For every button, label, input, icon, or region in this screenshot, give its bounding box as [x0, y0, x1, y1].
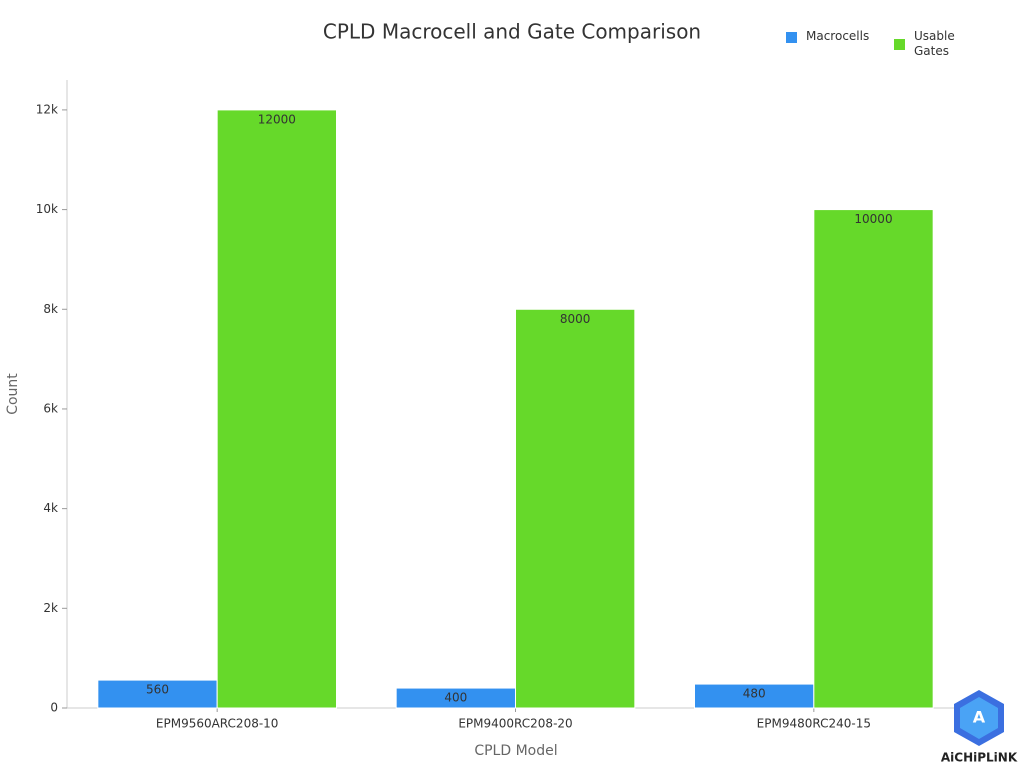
legend-swatch	[894, 39, 905, 50]
chart-title: CPLD Macrocell and Gate Comparison	[323, 20, 701, 44]
bar	[97, 679, 218, 709]
bar	[515, 308, 636, 709]
y-tick-label: 12k	[36, 102, 58, 116]
y-tick-label: 6k	[43, 401, 58, 415]
data-label: 10000	[854, 212, 892, 226]
y-tick-label: 4k	[43, 501, 58, 515]
watermark: AiCHiPLiNK	[941, 751, 1018, 765]
data-label: 480	[743, 687, 766, 701]
legend: Macrocells Usable Gates	[786, 29, 962, 59]
legend-swatch	[786, 32, 797, 43]
data-label: 560	[146, 683, 169, 697]
x-tick-label: EPM9400RC208-20	[458, 717, 572, 731]
x-tick-label: EPM9560ARC208-10	[156, 717, 279, 731]
x-axis-label: CPLD Model	[474, 743, 557, 759]
x-tick-label: EPM9480RC240-15	[757, 717, 871, 731]
y-axis-label: Count	[5, 373, 21, 415]
y-tick-label: 0	[50, 701, 58, 715]
y-tick-label: 8k	[43, 302, 58, 316]
data-label: 8000	[560, 312, 591, 326]
y-tick-label: 2k	[43, 601, 58, 615]
legend-item: Macrocells	[786, 29, 876, 44]
legend-item: Usable Gates	[894, 29, 962, 59]
y-tick-label: 10k	[36, 202, 58, 216]
legend-label: Usable Gates	[914, 29, 955, 58]
data-label: 400	[444, 691, 467, 705]
legend-label: Macrocells	[806, 29, 870, 43]
data-label: 12000	[258, 112, 296, 126]
bar	[216, 109, 338, 709]
logo: A AiCHiPLiNK	[941, 690, 1018, 765]
bar	[813, 209, 934, 709]
svg-text:A: A	[973, 708, 986, 727]
